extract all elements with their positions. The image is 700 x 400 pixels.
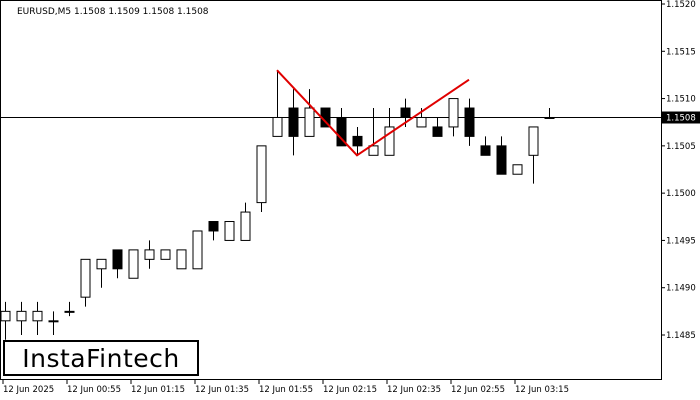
candle (368, 108, 379, 156)
x-tick-label: 12 Jun 01:55 (259, 385, 313, 395)
bull-candle-body (64, 310, 75, 313)
bull-candle-body (128, 249, 139, 279)
bear-candle-body (208, 221, 219, 232)
bull-candle-body (160, 249, 171, 260)
bull-candle-body (16, 310, 27, 322)
current-price-label: 1.1508 (662, 111, 700, 124)
bull-candle-body (80, 258, 91, 298)
y-axis-ticks: 1.1520 1.1515 1.1510 1.1505 1.1500 1.1495 1.14… (661, 0, 696, 341)
current-price-label-text: 1.1508 (666, 114, 696, 124)
candle (144, 240, 155, 269)
bull-candle-body (224, 221, 235, 241)
bull-candle-body (144, 249, 155, 260)
x-tick-label: 12 Jun 02:35 (387, 385, 441, 395)
bear-candle-body (400, 107, 411, 118)
y-tick-label: 1.1495 (666, 236, 696, 246)
bull-candle-body (32, 310, 43, 322)
bull-candle-body (304, 107, 315, 137)
candle (48, 311, 59, 335)
candle (208, 221, 219, 241)
candle (432, 117, 443, 137)
bull-candle-body (96, 258, 107, 270)
candle (448, 98, 459, 137)
candle (480, 136, 491, 156)
candle (112, 249, 123, 279)
bull-candle-body (256, 145, 267, 204)
bull-candle-body (192, 230, 203, 270)
candles (0, 70, 555, 340)
bull-candle-body (512, 164, 523, 175)
bull-candle-body (416, 116, 427, 128)
y-tick-label: 1.1485 (666, 331, 696, 341)
bear-candle-body (112, 249, 123, 270)
x-tick-label: 12 Jun 2025 (3, 385, 54, 395)
candle (528, 126, 539, 184)
bear-candle-body (288, 107, 299, 137)
candle (240, 202, 251, 241)
candle (64, 301, 75, 317)
bull-candle-body (272, 116, 283, 137)
candle (192, 230, 203, 270)
bull-candle-body (176, 249, 187, 270)
candle (544, 108, 555, 119)
candle (224, 221, 235, 241)
y-tick-label: 1.1505 (666, 142, 696, 152)
bull-candle-body (384, 126, 395, 156)
bear-candle-body (432, 126, 443, 137)
x-axis-ticks: 12 Jun 2025 12 Jun 00:55 12 Jun 01:15 12 Ju… (2, 380, 569, 395)
bear-candle-body (336, 116, 347, 147)
candle (512, 164, 523, 175)
double-top-pattern-line (276, 69, 470, 157)
candle (16, 301, 27, 335)
y-tick-label: 1.1520 (666, 0, 696, 10)
x-tick-label: 12 Jun 02:55 (451, 385, 505, 395)
instafintech-logo: InstaFintech (3, 340, 199, 376)
y-tick-label: 1.1515 (666, 47, 696, 57)
candle (0, 301, 11, 340)
x-tick-label: 12 Jun 00:55 (67, 385, 121, 395)
candle (128, 249, 139, 279)
candle (96, 258, 107, 288)
bear-candle-body (352, 135, 363, 147)
current-price-label-bg (662, 111, 700, 124)
bear-candle-body (464, 107, 475, 137)
bull-candle-body (240, 211, 251, 241)
candle (304, 89, 315, 137)
candle (352, 126, 363, 156)
candle (80, 258, 91, 307)
candle (496, 136, 507, 175)
bull-candle-body (48, 320, 59, 323)
bear-candle-body (480, 145, 491, 156)
chart-area-border (0, 0, 662, 380)
candle (32, 301, 43, 335)
candle (256, 145, 267, 213)
x-tick-label: 12 Jun 03:15 (515, 385, 569, 395)
x-tick-label: 12 Jun 01:15 (131, 385, 185, 395)
bull-candle-body (544, 116, 555, 119)
x-tick-label: 12 Jun 01:35 (195, 385, 249, 395)
y-tick-label: 1.1500 (666, 189, 696, 199)
candle (176, 249, 187, 270)
candle (160, 249, 171, 260)
candle (384, 108, 395, 156)
y-tick-label: 1.1510 (666, 95, 696, 105)
candle (288, 89, 299, 156)
bull-candle-body (448, 98, 459, 128)
bull-candle-body (528, 126, 539, 156)
candle (464, 98, 475, 146)
candle (272, 70, 283, 137)
bull-candle-body (0, 310, 11, 322)
x-tick-label: 12 Jun 02:15 (323, 385, 377, 395)
bull-candle-body (368, 145, 379, 156)
chart-title: EURUSD,M5 1.1508 1.1509 1.1508 1.1508 (17, 7, 209, 17)
y-tick-label: 1.1490 (666, 284, 696, 294)
bear-candle-body (496, 145, 507, 175)
